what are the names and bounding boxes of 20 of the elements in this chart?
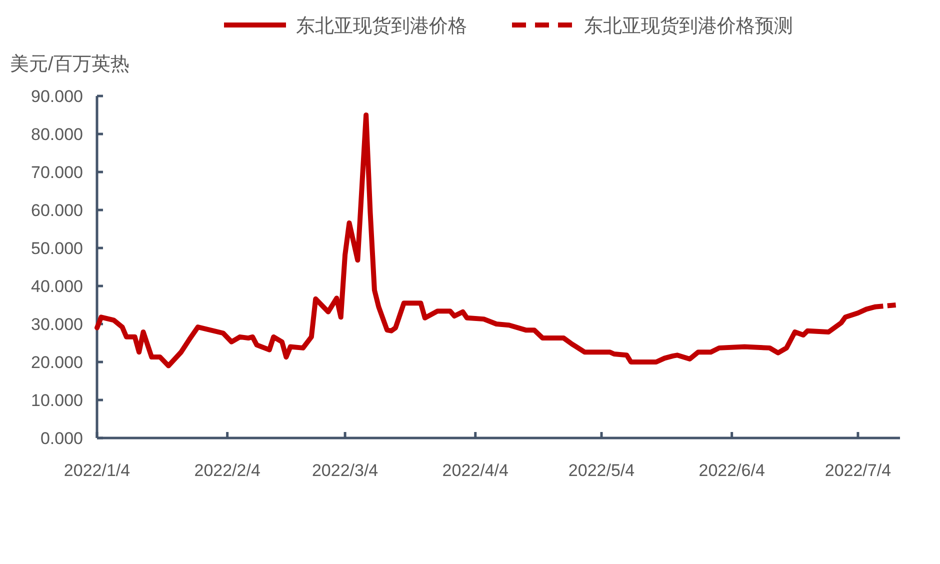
legend-label: 东北亚现货到港价格预测 xyxy=(584,16,793,37)
y-tick-label: 90.000 xyxy=(31,87,83,106)
y-tick-label: 50.000 xyxy=(31,239,83,258)
y-tick-label: 70.000 xyxy=(31,163,83,182)
legend-label: 东北亚现货到港价格 xyxy=(296,16,467,37)
x-tick-label: 2022/1/4 xyxy=(64,461,130,480)
y-tick-label: 30.000 xyxy=(31,315,83,334)
y-tick-label: 40.000 xyxy=(31,277,83,296)
y-tick-label: 80.000 xyxy=(31,125,83,144)
x-tick-label: 2022/4/4 xyxy=(442,461,508,480)
y-tick-label: 10.000 xyxy=(31,391,83,410)
x-tick-label: 2022/6/4 xyxy=(698,461,765,480)
x-tick-label: 2022/2/4 xyxy=(194,461,260,480)
y-tick-label: 20.000 xyxy=(31,353,83,372)
x-tick-label: 2022/5/4 xyxy=(568,461,635,480)
y-tick-label: 60.000 xyxy=(31,201,83,220)
y-axis-title: 美元/百万英热 xyxy=(10,53,130,75)
x-tick-label: 2022/7/4 xyxy=(824,461,892,480)
y-tick-label: 0.000 xyxy=(40,429,83,448)
x-tick-label: 2022/3/4 xyxy=(312,461,378,480)
